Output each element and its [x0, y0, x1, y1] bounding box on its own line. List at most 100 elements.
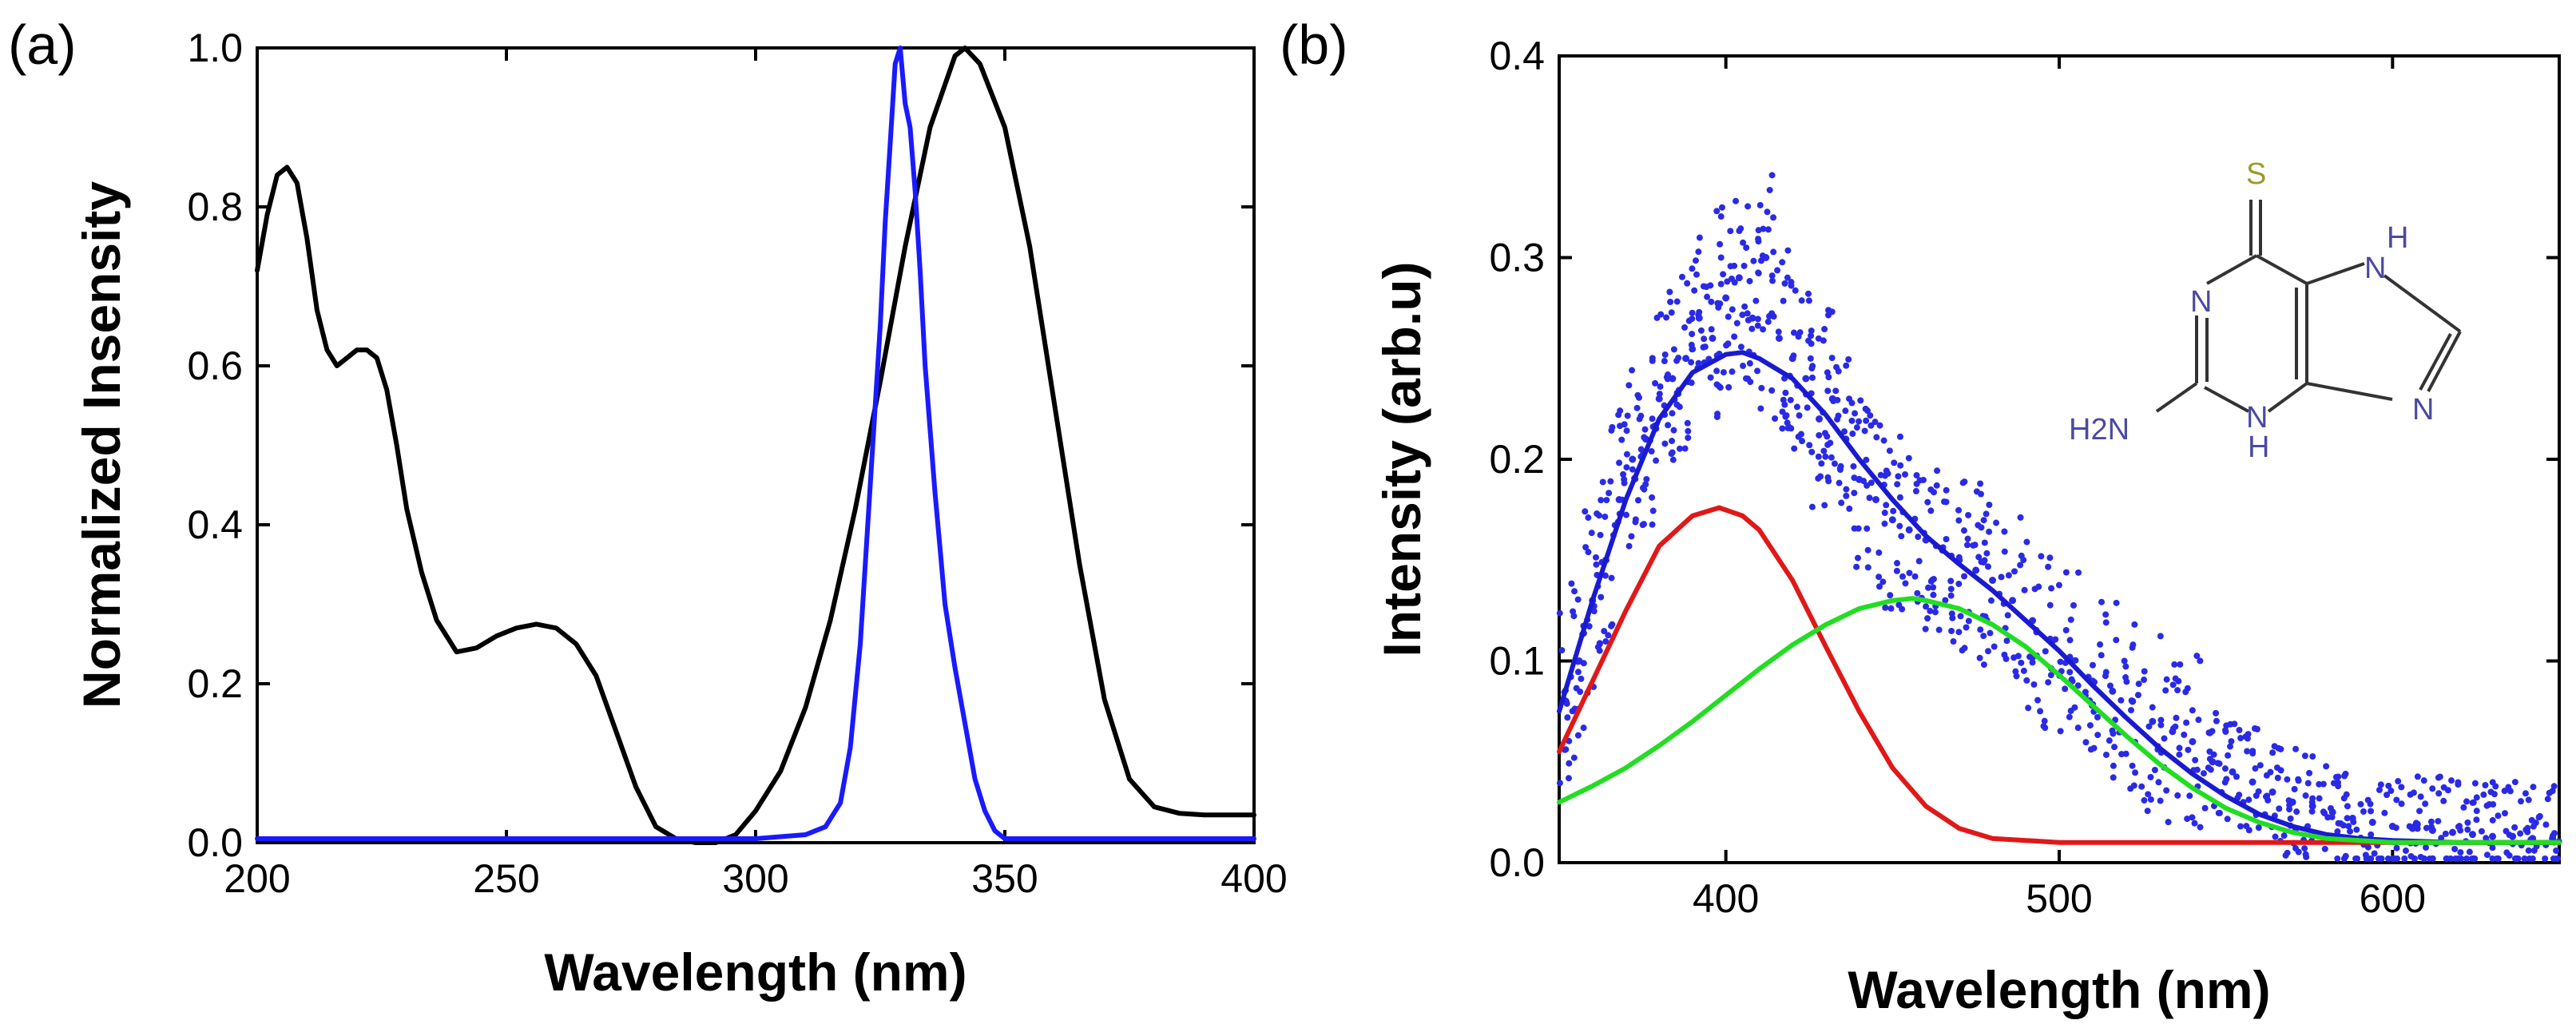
atom-h2n: H2N — [2069, 413, 2129, 447]
scatter-point-noise — [1737, 343, 1744, 351]
scatter-point-noise — [1861, 427, 1868, 435]
scatter-point-noise — [1955, 517, 1963, 524]
scatter-point-noise — [1769, 277, 1776, 284]
scatter-point-noise — [1843, 362, 1850, 369]
scatter-point-noise — [1708, 298, 1715, 305]
scatter-point-noise — [2550, 855, 2557, 862]
scatter-point-noise — [1866, 494, 1873, 502]
scatter-point-noise — [2376, 786, 2383, 793]
scatter-point-noise — [1796, 329, 1804, 336]
scatter-point-noise — [1879, 578, 1887, 585]
scatter-point — [1735, 274, 1743, 282]
scatter-point-noise — [1925, 584, 1932, 591]
scatter-point-noise — [2381, 809, 2388, 816]
scatter-point-noise — [1960, 527, 1967, 534]
panel-a-ticks: 200 250 300 350 400 0.0 0.2 0.4 0.6 0.8 1.0 — [187, 26, 1287, 901]
scatter-point-noise — [1770, 214, 1777, 221]
scatter-point-noise — [1948, 627, 1955, 634]
scatter-point-noise — [1790, 329, 1797, 336]
scatter-point-noise — [1607, 478, 1614, 485]
scatter-point-noise — [1585, 514, 1592, 522]
scatter-point-noise — [1621, 421, 1628, 428]
series-line-emission — [255, 46, 1256, 841]
scatter-point-noise — [2393, 844, 2400, 851]
scatter-point-noise — [2127, 785, 2134, 792]
scatter-point-noise — [1756, 201, 1764, 208]
scatter-point-noise — [1649, 521, 1656, 528]
scatter-point-noise — [2098, 652, 2105, 659]
scatter-point-noise — [1805, 337, 1812, 344]
scatter-point-noise — [2429, 785, 2436, 792]
scatter-point-noise — [2347, 828, 2354, 835]
scatter-point-noise — [2443, 855, 2451, 862]
scatter-point-noise — [1832, 387, 1840, 395]
scatter-point-noise — [2469, 799, 2476, 806]
scatter-point-noise — [1891, 459, 1898, 466]
y-tick-label: 0.0 — [187, 820, 243, 865]
scatter-point-noise — [2530, 847, 2538, 854]
scatter-point-noise — [2442, 830, 2449, 837]
scatter-point-noise — [2517, 830, 2524, 837]
scatter-point-noise — [1653, 457, 1660, 464]
scatter-point-noise — [2134, 692, 2141, 699]
scatter-point-noise — [2503, 849, 2511, 856]
x-tick-label: 250 — [473, 856, 539, 901]
scatter-point-noise — [1688, 379, 1695, 387]
scatter-point-noise — [2383, 792, 2391, 799]
scatter-point-noise — [2129, 644, 2136, 651]
scatter-point-noise — [1804, 290, 1812, 297]
scatter-point-noise — [1842, 407, 1849, 415]
scatter-point-noise — [2528, 816, 2535, 824]
scatter-point-noise — [1676, 445, 1683, 452]
scatter-point-noise — [1808, 365, 1816, 372]
panel-b-frame — [1558, 54, 2561, 864]
scatter-point-noise — [2109, 727, 2116, 734]
scatter-point-noise — [1663, 314, 1670, 321]
scatter-point-noise — [1775, 328, 1782, 335]
scatter-point-noise — [1766, 186, 1773, 193]
scatter-point-noise — [2225, 752, 2232, 759]
scatter-point-noise — [1696, 234, 1703, 241]
scatter-point-noise — [2030, 681, 2038, 688]
scatter-point-noise — [2309, 753, 2316, 760]
scatter-point-noise — [2227, 720, 2234, 728]
scatter-point-noise — [2323, 763, 2330, 770]
scatter-point-noise — [2518, 798, 2525, 805]
scatter-point-noise — [1913, 472, 1920, 479]
scatter-point-noise — [2141, 797, 2148, 804]
scatter-point-noise — [1689, 316, 1696, 323]
scatter-point-noise — [2185, 746, 2192, 753]
scatter-point-noise — [1668, 309, 1675, 316]
scatter-point-noise — [2046, 554, 2054, 562]
scatter-point-noise — [2521, 855, 2528, 862]
scatter-point-noise — [2110, 762, 2117, 769]
scatter-point-noise — [1708, 326, 1715, 333]
scatter-point-noise — [2174, 792, 2181, 799]
scatter-point-noise — [2123, 678, 2130, 685]
scatter-point-noise — [2082, 689, 2089, 696]
scatter-point-noise — [2147, 796, 2154, 803]
scatter-point-noise — [1727, 263, 1734, 270]
scatter-point-noise — [1976, 654, 1983, 661]
scatter-point-noise — [2193, 653, 2201, 660]
scatter-point-noise — [2551, 830, 2558, 837]
scatter-point-noise — [2271, 743, 2278, 750]
scatter-point-noise — [2471, 780, 2479, 787]
scatter-point-noise — [2106, 682, 2114, 689]
scatter-point-noise — [1854, 554, 1861, 562]
scatter-point — [2468, 831, 2476, 839]
scatter-point — [2189, 738, 2197, 745]
scatter-point-noise — [2224, 816, 2231, 823]
scatter-point-noise — [2525, 796, 2532, 804]
scatter-point-noise — [2263, 772, 2270, 779]
scatter-point-noise — [1568, 580, 1575, 587]
scatter-point-noise — [2342, 852, 2349, 859]
scatter-point-noise — [2144, 808, 2151, 815]
scatter-point-noise — [1695, 312, 1702, 319]
scatter-point-noise — [2038, 553, 2045, 560]
scatter-point-noise — [2020, 557, 2027, 564]
scatter-point-noise — [1853, 424, 1860, 431]
scatter-point-noise — [2264, 792, 2271, 800]
scatter-point-noise — [1772, 415, 1779, 422]
scatter-point-noise — [2034, 697, 2042, 704]
